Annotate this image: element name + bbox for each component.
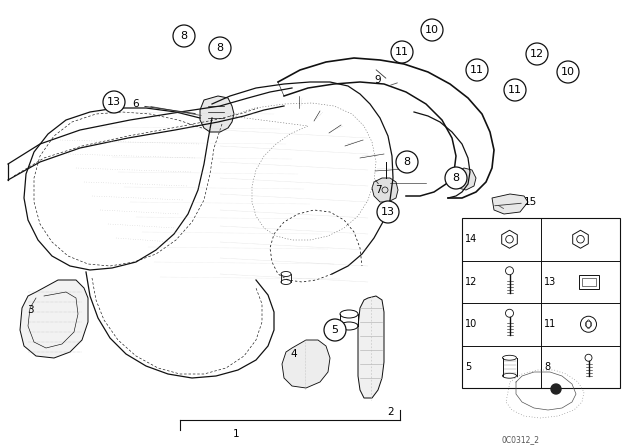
Circle shape — [557, 61, 579, 83]
Text: 8: 8 — [403, 157, 411, 167]
Text: 11: 11 — [544, 319, 556, 329]
Text: 11: 11 — [395, 47, 409, 57]
Text: 8: 8 — [544, 362, 550, 372]
Polygon shape — [282, 340, 330, 388]
Text: 15: 15 — [524, 197, 536, 207]
Circle shape — [504, 79, 526, 101]
Text: 10: 10 — [561, 67, 575, 77]
Polygon shape — [200, 96, 234, 132]
Text: 10: 10 — [465, 319, 477, 329]
Text: 1: 1 — [233, 429, 239, 439]
Circle shape — [466, 59, 488, 81]
Text: 5: 5 — [332, 325, 339, 335]
Circle shape — [391, 41, 413, 63]
Circle shape — [377, 201, 399, 223]
Circle shape — [209, 37, 231, 59]
Polygon shape — [372, 178, 398, 202]
Text: 14: 14 — [465, 234, 477, 244]
Bar — [582, 278, 595, 286]
Text: 13: 13 — [544, 277, 556, 287]
Text: 11: 11 — [508, 85, 522, 95]
Circle shape — [324, 319, 346, 341]
Text: 0C0312_2: 0C0312_2 — [502, 435, 540, 444]
Text: 8: 8 — [180, 31, 188, 41]
Text: 7: 7 — [374, 185, 381, 195]
Text: 10: 10 — [425, 25, 439, 35]
Circle shape — [421, 19, 443, 41]
Text: 12: 12 — [530, 49, 544, 59]
Text: 8: 8 — [452, 173, 460, 183]
Text: 8: 8 — [216, 43, 223, 53]
Circle shape — [396, 151, 418, 173]
Text: 3: 3 — [27, 305, 33, 315]
Polygon shape — [358, 296, 384, 398]
Text: 5: 5 — [465, 362, 471, 372]
Circle shape — [173, 25, 195, 47]
Polygon shape — [492, 194, 528, 214]
Text: 9: 9 — [374, 75, 381, 85]
Circle shape — [445, 167, 467, 189]
Text: 12: 12 — [465, 277, 477, 287]
Bar — [579, 275, 598, 289]
Text: 13: 13 — [107, 97, 121, 107]
Circle shape — [526, 43, 548, 65]
Text: 2: 2 — [388, 407, 394, 417]
Text: 4: 4 — [291, 349, 298, 359]
Polygon shape — [20, 280, 88, 358]
Circle shape — [103, 91, 125, 113]
Text: 13: 13 — [381, 207, 395, 217]
Circle shape — [551, 384, 561, 394]
Polygon shape — [454, 168, 476, 190]
Text: 6: 6 — [132, 99, 140, 109]
Text: 11: 11 — [470, 65, 484, 75]
Bar — [462, 218, 620, 388]
